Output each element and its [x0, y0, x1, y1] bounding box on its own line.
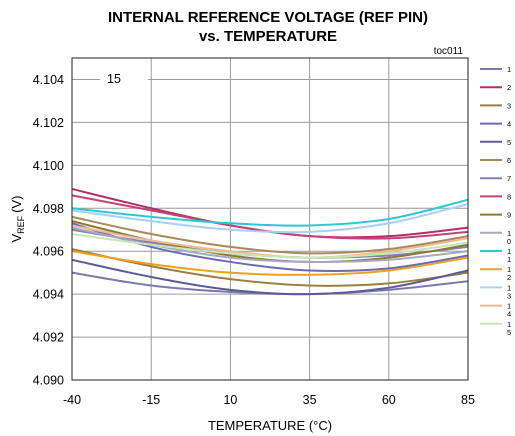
y-axis-label-main: V: [9, 234, 24, 243]
x-tick-label: 60: [382, 393, 396, 407]
annotation-background: [100, 68, 148, 88]
legend-label-5: 5: [507, 138, 511, 147]
legend-label-char: 2: [507, 273, 511, 282]
y-tick-label: 4.094: [33, 288, 64, 302]
chart-annotation: 15: [107, 72, 121, 86]
legend-label-1: 1: [507, 65, 511, 74]
series-line-15: [71, 233, 469, 259]
chart-tag: toc011: [434, 46, 464, 57]
x-tick-label: -40: [63, 393, 81, 407]
legend-label-char: 7: [507, 174, 511, 183]
y-tick-label: 4.100: [33, 159, 64, 173]
x-tick-labels: -40 -15 10 35 60 85: [63, 393, 475, 407]
legend-label-char: 3: [507, 101, 511, 110]
y-axis-label-unit: (V): [9, 195, 24, 212]
series-line-10: [71, 226, 469, 264]
legend-label-char: 8: [507, 192, 511, 201]
legend-label-char: 2: [507, 83, 511, 92]
x-axis-label: TEMPERATURE (°C): [208, 418, 332, 433]
legend-label-char: 9: [507, 211, 511, 220]
legend-label-char: 5: [507, 328, 511, 337]
legend-label-char: 1: [507, 247, 511, 256]
series-line-6: [71, 215, 469, 255]
series-line-3: [71, 248, 469, 287]
legend-label-char: 4: [507, 310, 511, 319]
y-tick-label: 4.104: [33, 73, 64, 87]
legend-label-char: 1: [507, 255, 511, 264]
series-line-12: [71, 250, 469, 276]
x-tick-label: -15: [142, 393, 160, 407]
series-line-5: [71, 258, 469, 296]
legend-label-8: 8: [507, 192, 511, 201]
legend-label-char: 6: [507, 156, 511, 165]
legend-label-2: 2: [507, 83, 511, 92]
y-axis-label: VREF (V): [9, 195, 26, 242]
legend-label-char: 3: [507, 291, 511, 300]
y-tick-labels: 4.090 4.092 4.094 4.096 4.098 4.100 4.102 4.104: [33, 73, 64, 388]
legend-label-char: 5: [507, 138, 511, 147]
legend-label-4: 4: [507, 120, 511, 129]
y-tick-label: 4.090: [33, 374, 64, 388]
chart-title-line-2: vs. TEMPERATURE: [199, 28, 337, 45]
legend-label-char: 1: [507, 65, 511, 74]
legend-label-3: 3: [507, 101, 511, 110]
legend-label-char: 1: [507, 320, 511, 329]
legend-label-6: 6: [507, 156, 511, 165]
y-tick-label: 4.098: [33, 202, 64, 216]
legend-label-char: 0: [507, 237, 511, 246]
chart-title-line-1: INTERNAL REFERENCE VOLTAGE (REF PIN): [108, 9, 428, 26]
legend-label-9: 9: [507, 211, 511, 220]
legend-label-char: 1: [507, 265, 511, 274]
legend-label-char: 4: [507, 120, 511, 129]
y-tick-label: 4.096: [33, 245, 64, 259]
legend-label-7: 7: [507, 174, 511, 183]
x-tick-label: 35: [303, 393, 317, 407]
y-tick-label: 4.102: [33, 116, 64, 130]
legend-label-char: 1: [507, 302, 511, 311]
y-tick-label: 4.092: [33, 331, 64, 345]
legend-label-char: 1: [507, 283, 511, 292]
plot-frame: [71, 57, 469, 381]
series-lines: [71, 187, 469, 296]
x-tick-label: 85: [461, 393, 475, 407]
legend-label-char: 1: [507, 229, 511, 238]
series-line-13: [71, 202, 469, 234]
series-line-11: [71, 198, 469, 227]
y-axis-label-sub: REF: [16, 215, 26, 234]
x-tick-label: 10: [223, 393, 237, 407]
